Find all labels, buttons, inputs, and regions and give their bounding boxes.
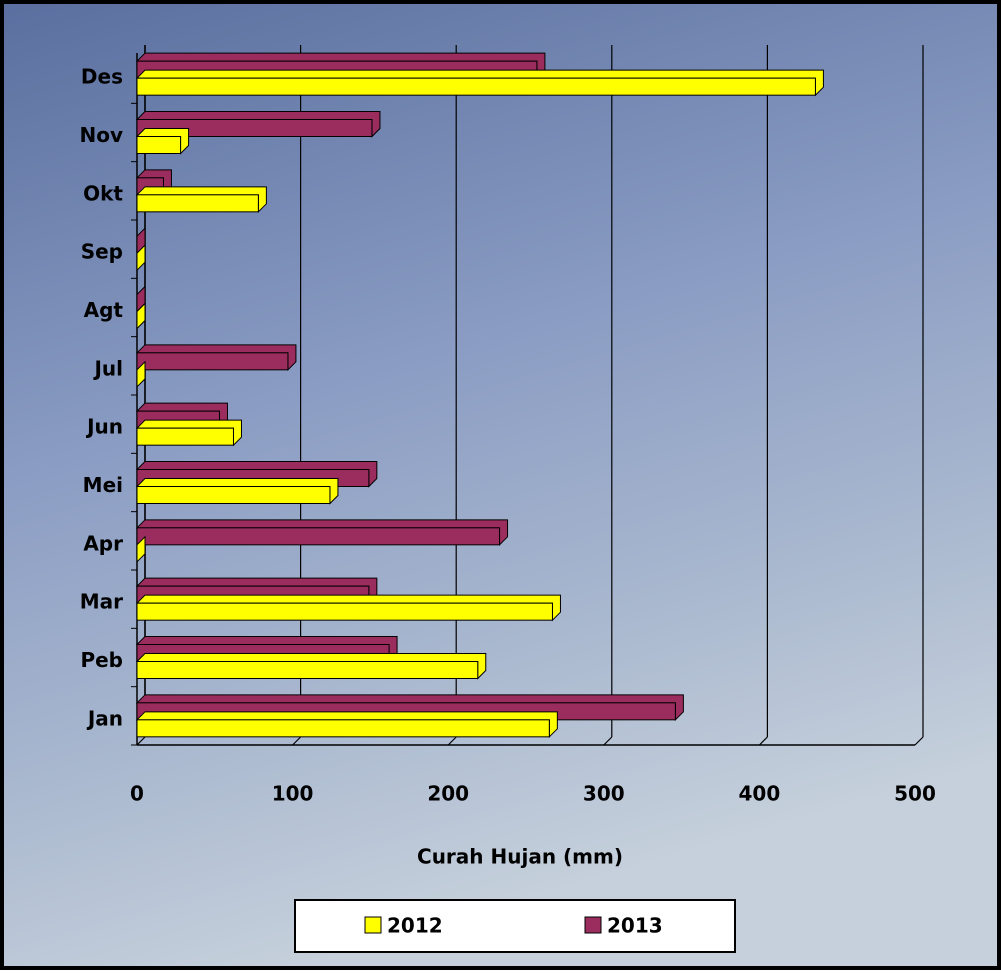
grid-floor <box>603 736 613 746</box>
bar <box>136 486 331 504</box>
bar <box>136 661 479 679</box>
y-tick-label: Sep <box>81 240 123 264</box>
y-tick-label: Jun <box>85 415 123 439</box>
bar <box>136 427 234 446</box>
y-tick-label: Jan <box>86 706 123 730</box>
grid-floor <box>136 736 146 746</box>
bar <box>136 119 373 137</box>
y-tick-label: Mei <box>83 473 123 497</box>
bar-depth <box>136 243 146 272</box>
grid-floor <box>914 736 924 746</box>
bar <box>136 527 501 546</box>
legend-label: 2013 <box>607 914 663 938</box>
bar <box>136 719 550 738</box>
bar-depth <box>136 302 146 330</box>
grid-floor <box>292 736 302 746</box>
x-tick-label: 400 <box>739 782 781 806</box>
y-tick-label: Des <box>81 65 123 89</box>
y-tick-label: Peb <box>80 648 123 672</box>
legend-swatch <box>584 916 602 934</box>
grid-floor <box>758 736 768 746</box>
bar <box>136 136 182 154</box>
bar-depth <box>136 535 146 564</box>
y-tick-label: Agt <box>84 298 124 322</box>
bar <box>136 352 289 371</box>
x-axis-title: Curah Hujan (mm) <box>417 845 623 869</box>
x-tick-label: 200 <box>427 782 469 806</box>
x-tick-label: 0 <box>130 782 144 806</box>
legend-label: 2012 <box>387 914 443 938</box>
bar <box>136 77 816 96</box>
y-tick-label: Apr <box>83 531 123 555</box>
bar <box>136 602 553 621</box>
x-tick-label: 300 <box>583 782 625 806</box>
legend-swatch <box>364 916 382 934</box>
y-tick-label: Okt <box>83 181 123 205</box>
legend-box <box>294 899 736 953</box>
x-tick-label: 100 <box>272 782 314 806</box>
y-tick-label: Nov <box>79 123 123 147</box>
grid-floor <box>447 736 457 746</box>
bar-depth <box>136 360 146 389</box>
y-tick-label: Mar <box>80 590 123 614</box>
bar <box>136 194 259 213</box>
x-tick-label: 500 <box>894 782 936 806</box>
y-tick-label: Jul <box>92 356 123 380</box>
